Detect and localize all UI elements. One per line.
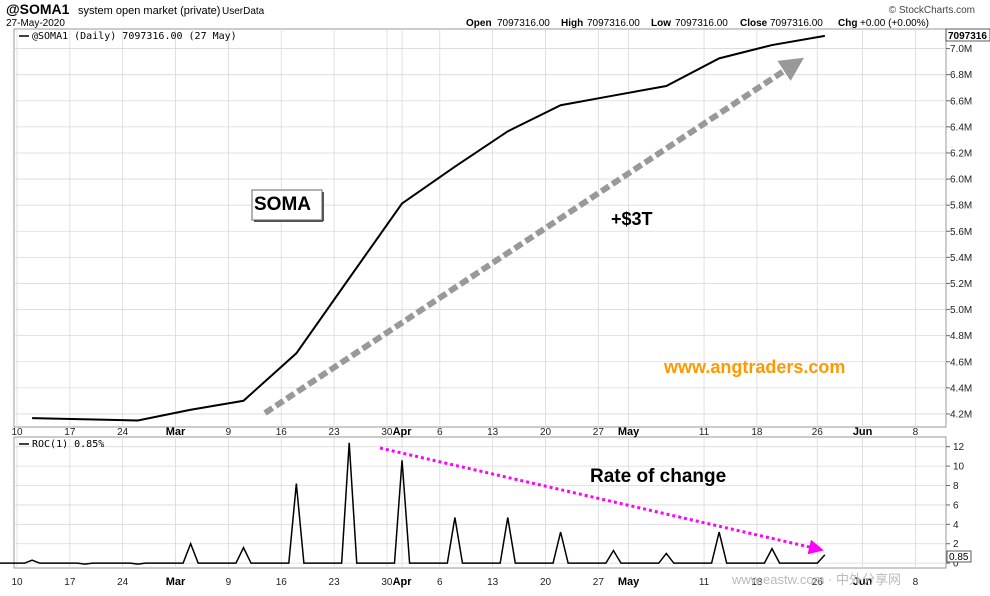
price-xtick-label: 11 [699,427,710,438]
rate-of-change-label: Rate of change [590,466,726,487]
open-value: 7097316.00 [497,18,550,29]
price-xtick-label: Mar [166,426,186,438]
price-ytick-label: 6.4M [950,122,972,133]
roc-ytick-label: 4 [953,520,959,531]
roc-ytick-label: 12 [953,442,965,453]
roc-line [0,443,825,564]
roc-xtick-label: 23 [329,577,341,588]
roc-xtick-label: 20 [540,577,552,588]
price-ytick-label: 6.2M [950,148,972,159]
price-ytick-label: 4.6M [950,357,972,368]
price-xtick-label: Apr [393,426,413,438]
roc-ytick-label: 6 [953,500,959,511]
roc-xtick-label: 13 [487,577,499,588]
price-ytick-label: 5.0M [950,305,972,316]
roc-ytick-label: 10 [953,462,965,473]
bottom-watermark: www.eastw.com · 中外分享网 [731,572,901,587]
roc-ytick-label: 2 [953,539,959,550]
price-xtick-label: 18 [751,427,763,438]
price-ytick-label: 4.2M [950,409,972,420]
roc-xtick-label: 24 [117,577,129,588]
price-xtick-label: May [618,426,640,438]
price-xtick-label: 13 [487,427,499,438]
high-value: 7097316.00 [587,18,640,29]
price-ytick-label: 5.6M [950,227,972,238]
price-legend-text: @SOMA1 (Daily) 7097316.00 (27 May) [32,31,237,42]
roc-xtick-label: Mar [166,576,186,588]
roc-xtick-label: 17 [64,577,76,588]
price-ytick-label: 4.8M [950,331,972,342]
roc-xtick-label: 16 [276,577,288,588]
close-value: 7097316.00 [770,18,823,29]
price-xtick-label: 17 [64,427,76,438]
roc-series [0,443,825,564]
price-last-value: 7097316 [948,31,987,42]
price-ytick-label: 6.6M [950,96,972,107]
low-label: Low [651,18,671,29]
roc-xtick-label: Apr [393,576,413,588]
price-xtick-label: 10 [11,427,23,438]
chg-value: +0.00 (+0.00%) [860,18,929,29]
delta-label: +$3T [611,209,653,229]
price-xtick-label: 8 [913,427,919,438]
stockcharts-watermark: © StockCharts.com [889,5,975,16]
price-y-axis: 4.2M 4.4M 4.6M 4.8M 5.0M 5.2M 5.4M 5.6M 5.8M 6.0M… [946,44,972,420]
price-xtick-label: 23 [329,427,341,438]
roc-last-value-tag: 0.85 [947,551,971,563]
price-xtick-label: 16 [276,427,288,438]
roc-xtick-label: 27 [593,577,605,588]
soma-box: SOMA [252,190,323,221]
price-xtick-label: 27 [593,427,605,438]
open-label: Open [466,18,492,29]
price-xtick-label: 26 [812,427,824,438]
price-ytick-label: 5.4M [950,253,972,264]
roc-xtick-label: 6 [437,577,443,588]
price-xtick-label: 6 [437,427,443,438]
roc-panel-frame [14,437,946,568]
quote-line: Open 7097316.00 High 7097316.00 Low 7097… [466,18,929,29]
price-ytick-label: 7.0M [950,44,972,55]
price-xtick-label: 24 [117,427,129,438]
price-last-value-tag: 7097316 [946,29,990,42]
price-ytick-label: 6.8M [950,70,972,81]
roc-xtick-label: 9 [226,577,232,588]
price-xtick-label: 20 [540,427,552,438]
chart-date: 27-May-2020 [6,18,65,29]
symbol-description: system open market (private) [78,5,220,17]
symbol-title: @SOMA1 [6,1,70,17]
price-xtick-label: 30 [381,427,393,438]
price-xtick-label: 9 [226,427,232,438]
price-xtick-label: Jun [853,426,873,438]
roc-xtick-label: 11 [699,577,710,588]
roc-gridlines [14,437,946,568]
roc-legend-text: ROC(1) 0.85% [32,439,104,450]
price-ytick-label: 6.0M [950,175,972,186]
roc-xtick-label: 10 [11,577,23,588]
chg-label: Chg [838,18,857,29]
soma-box-label: SOMA [254,194,311,215]
roc-xtick-label: 30 [381,577,393,588]
price-legend: @SOMA1 (Daily) 7097316.00 (27 May) [19,31,237,42]
close-label: Close [740,18,768,29]
roc-last-value: 0.85 [949,552,969,563]
price-ytick-label: 4.4M [950,383,972,394]
price-ytick-label: 5.2M [950,279,972,290]
high-label: High [561,18,583,29]
low-value: 7097316.00 [675,18,728,29]
roc-xtick-label: 8 [913,577,919,588]
site-label: www.angtraders.com [663,357,845,377]
roc-legend: ROC(1) 0.85% [19,439,104,450]
magenta-trend-arrow [380,448,818,549]
userdata-label: UserData [222,6,265,17]
price-ytick-label: 5.8M [950,201,972,212]
roc-ytick-label: 8 [953,481,959,492]
roc-xtick-label: May [618,576,640,588]
